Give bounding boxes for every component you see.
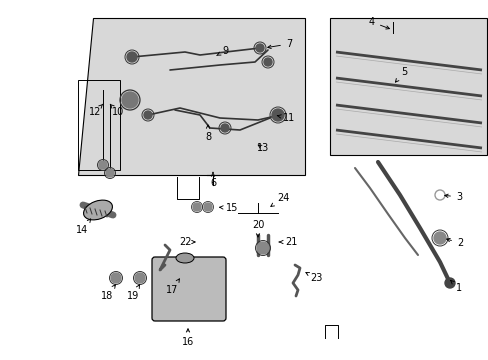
- Circle shape: [135, 273, 145, 283]
- Text: 24: 24: [270, 193, 288, 206]
- Circle shape: [143, 111, 152, 119]
- Text: 4: 4: [368, 17, 388, 29]
- Text: 23: 23: [305, 273, 322, 283]
- Text: 20: 20: [251, 220, 264, 237]
- Text: 21: 21: [279, 237, 297, 247]
- Circle shape: [193, 203, 201, 211]
- Text: 2: 2: [446, 238, 462, 248]
- Circle shape: [111, 273, 121, 283]
- Text: 13: 13: [256, 143, 268, 153]
- Circle shape: [257, 242, 268, 254]
- Text: 14: 14: [76, 219, 90, 235]
- Circle shape: [271, 109, 284, 121]
- Text: 15: 15: [219, 203, 238, 213]
- Circle shape: [106, 169, 114, 177]
- Text: 22: 22: [179, 237, 195, 247]
- Text: 18: 18: [101, 285, 115, 301]
- Circle shape: [127, 52, 137, 62]
- FancyBboxPatch shape: [152, 257, 225, 321]
- Text: 19: 19: [126, 285, 139, 301]
- Circle shape: [256, 44, 264, 52]
- Text: 17: 17: [165, 279, 179, 295]
- Ellipse shape: [83, 200, 112, 220]
- Text: 6: 6: [209, 172, 216, 188]
- Text: 3: 3: [444, 192, 461, 202]
- Text: 12: 12: [89, 104, 102, 117]
- Text: 1: 1: [450, 280, 461, 293]
- Circle shape: [99, 161, 107, 169]
- Text: 5: 5: [395, 67, 407, 82]
- Circle shape: [444, 278, 454, 288]
- Text: 7: 7: [267, 39, 291, 49]
- Text: 9: 9: [216, 46, 227, 56]
- Polygon shape: [78, 18, 305, 175]
- Circle shape: [264, 58, 271, 66]
- Polygon shape: [329, 18, 486, 155]
- Circle shape: [221, 124, 228, 132]
- Ellipse shape: [176, 253, 194, 263]
- Text: 16: 16: [182, 329, 194, 347]
- Text: 10: 10: [110, 104, 124, 117]
- Text: 8: 8: [204, 125, 211, 142]
- Circle shape: [433, 232, 445, 244]
- Text: 11: 11: [277, 113, 295, 123]
- Circle shape: [122, 92, 138, 108]
- Circle shape: [203, 203, 212, 211]
